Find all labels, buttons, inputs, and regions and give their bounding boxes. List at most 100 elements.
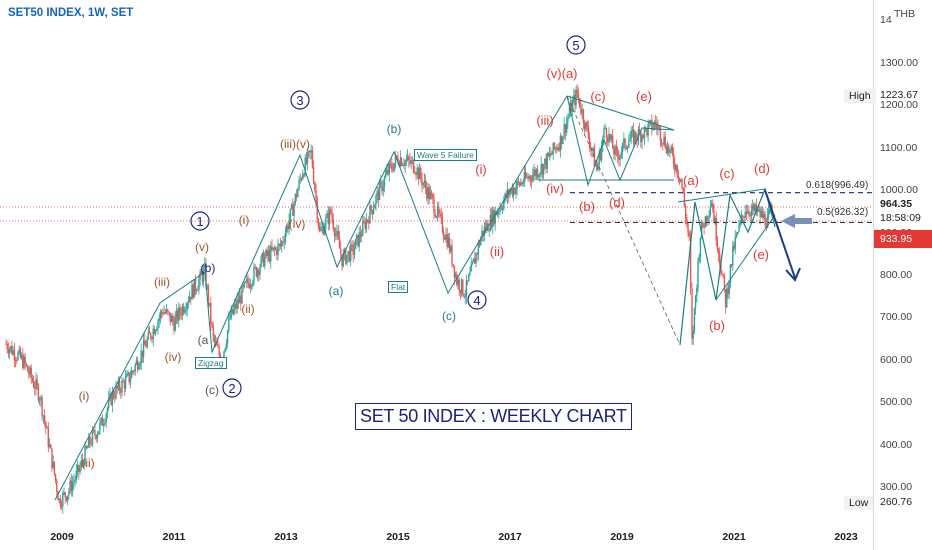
- candle-body: [758, 208, 760, 211]
- candle-body: [445, 234, 447, 240]
- candle-body: [528, 176, 530, 179]
- candle-body: [586, 121, 588, 128]
- candle-body: [417, 167, 420, 180]
- candle-body: [422, 182, 424, 186]
- candle-body: [405, 160, 408, 162]
- x-tick-label: 2015: [386, 531, 410, 543]
- candle-body: [116, 386, 118, 389]
- y-tick-label: 500.00: [880, 396, 913, 409]
- candle-body: [216, 341, 218, 346]
- candle-body: [315, 190, 317, 199]
- candle-body: [424, 180, 427, 188]
- candle-body: [7, 349, 10, 354]
- candle-body: [40, 397, 42, 400]
- candle-body: [311, 149, 314, 168]
- candle-body: [105, 413, 107, 423]
- candle-body: [541, 164, 544, 175]
- candle-body: [377, 190, 380, 201]
- candle-body: [17, 353, 19, 361]
- candle-body: [460, 279, 463, 293]
- candle-body: [19, 348, 22, 358]
- wave-red-label-4: (c): [590, 89, 605, 104]
- candle-body: [406, 156, 409, 161]
- candle-body: [635, 132, 637, 140]
- candle-body: [410, 160, 412, 164]
- y-tick-partial: 14: [880, 14, 892, 26]
- candle-body: [52, 461, 54, 468]
- candle-body: [527, 176, 529, 179]
- wave-red-label-1: (iii): [536, 113, 553, 128]
- candle-body: [482, 230, 484, 236]
- wave-brown-label-0: (i): [79, 389, 90, 403]
- candle-body: [328, 209, 331, 224]
- wave-5-label: 5: [572, 38, 579, 53]
- candle-body: [643, 127, 646, 139]
- candle-body: [567, 117, 569, 122]
- candle-body: [687, 223, 689, 233]
- wave-brown-label-8: (iv): [289, 217, 306, 231]
- candle-body: [62, 493, 64, 507]
- candle-body: [429, 192, 432, 200]
- candle-body: [753, 204, 755, 211]
- candle-body: [250, 285, 253, 287]
- candle-body: [577, 93, 580, 98]
- candle-body: [241, 285, 243, 304]
- candle-body: [444, 236, 446, 240]
- candle-body: [95, 435, 97, 439]
- candle-body: [483, 226, 486, 236]
- candle-body: [289, 208, 292, 221]
- y-tick-label: 800.00: [880, 269, 913, 281]
- candle-body: [191, 284, 193, 300]
- candle-body: [300, 178, 303, 180]
- candle-body: [204, 263, 206, 270]
- candle-body: [168, 311, 170, 313]
- candle-body: [292, 204, 294, 216]
- candle-body: [89, 436, 91, 444]
- candle-body: [623, 138, 625, 144]
- candle-body: [688, 232, 690, 237]
- candle-body: [477, 242, 480, 255]
- candle-body: [310, 149, 312, 153]
- candle-body: [580, 107, 582, 114]
- wave-2-label: 2: [228, 381, 235, 396]
- candle-body: [69, 480, 71, 491]
- candle-body: [637, 129, 640, 141]
- zigzag-label: Zigzag: [195, 357, 227, 369]
- candle-body: [599, 152, 602, 160]
- candle-body: [368, 220, 370, 224]
- candle-body: [729, 264, 732, 283]
- candle-body: [692, 331, 694, 339]
- candle-body: [86, 447, 89, 449]
- candle-body: [659, 127, 662, 141]
- candle-body: [446, 234, 448, 248]
- candle-body: [562, 136, 564, 144]
- candle-body: [50, 444, 52, 449]
- candle-body: [235, 303, 237, 309]
- candle-body: [342, 253, 344, 267]
- wave-3-label-circle: [290, 90, 310, 110]
- candle-body: [387, 169, 389, 175]
- candle-body: [218, 346, 220, 356]
- candle-body: [211, 323, 213, 326]
- price-axis[interactable]: [873, 0, 932, 550]
- candle-body: [411, 160, 414, 162]
- candle-body: [409, 160, 411, 164]
- candle-body: [202, 269, 205, 282]
- candle-body: [130, 370, 133, 378]
- candle-body: [596, 164, 598, 171]
- candle-body: [22, 354, 24, 368]
- candle-body: [538, 175, 540, 178]
- x-tick-label: 2019: [610, 531, 634, 543]
- candle-body: [100, 417, 102, 423]
- candle-body: [756, 210, 759, 213]
- candle-body: [325, 217, 327, 229]
- candle-body: [570, 102, 573, 112]
- wave-teal-b2: (b): [201, 261, 216, 275]
- recent-lower-line: [715, 214, 776, 301]
- candle-body: [512, 188, 515, 196]
- candle-body: [540, 164, 542, 174]
- candle-body: [696, 288, 698, 296]
- candle-body: [153, 328, 156, 334]
- candle-body: [604, 127, 606, 129]
